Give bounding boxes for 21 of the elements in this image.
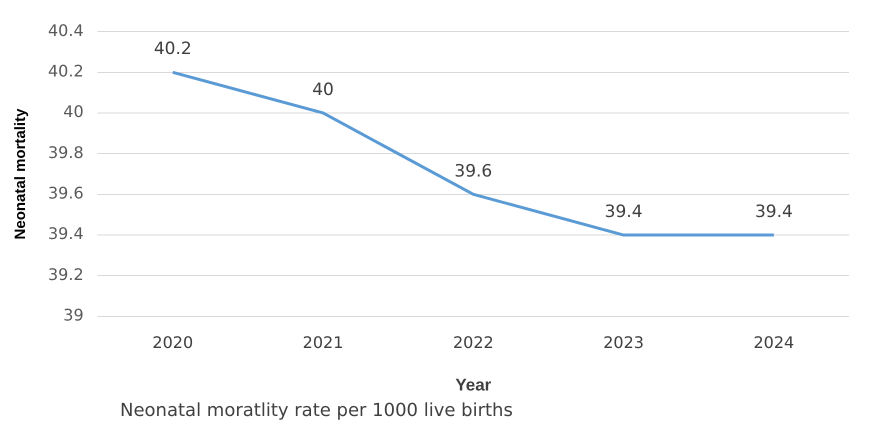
data-label: 39.6 — [454, 161, 492, 182]
x-tick-label: 2024 — [754, 333, 794, 352]
x-axis-title: Year — [455, 375, 492, 394]
data-label: 39.4 — [604, 202, 643, 222]
y-tick-label: 40 — [63, 102, 84, 122]
y-tick-label: 39.8 — [48, 142, 84, 162]
data-label: 39.4 — [754, 202, 793, 222]
y-tick-label: 40.4 — [48, 20, 84, 40]
y-tick-label: 39.4 — [48, 224, 84, 244]
y-tick-label: 39 — [63, 306, 84, 325]
y-axis-title: Neonatal mortality — [12, 108, 30, 240]
data-label: 40.2 — [154, 39, 192, 60]
y-tick-label: 39.6 — [48, 184, 84, 202]
y-tick-label: 39.2 — [48, 264, 84, 284]
x-tick-label: 2023 — [603, 333, 644, 352]
data-label: 40 — [312, 80, 334, 100]
x-tick-label: 2020 — [152, 333, 194, 352]
x-tick-label: 2021 — [302, 333, 344, 352]
text: Neonatal moratlity rate per 1000 live births — [120, 400, 514, 421]
x-tick-label: 2022 — [452, 333, 494, 352]
y-tick-label: 40.2 — [48, 61, 84, 80]
